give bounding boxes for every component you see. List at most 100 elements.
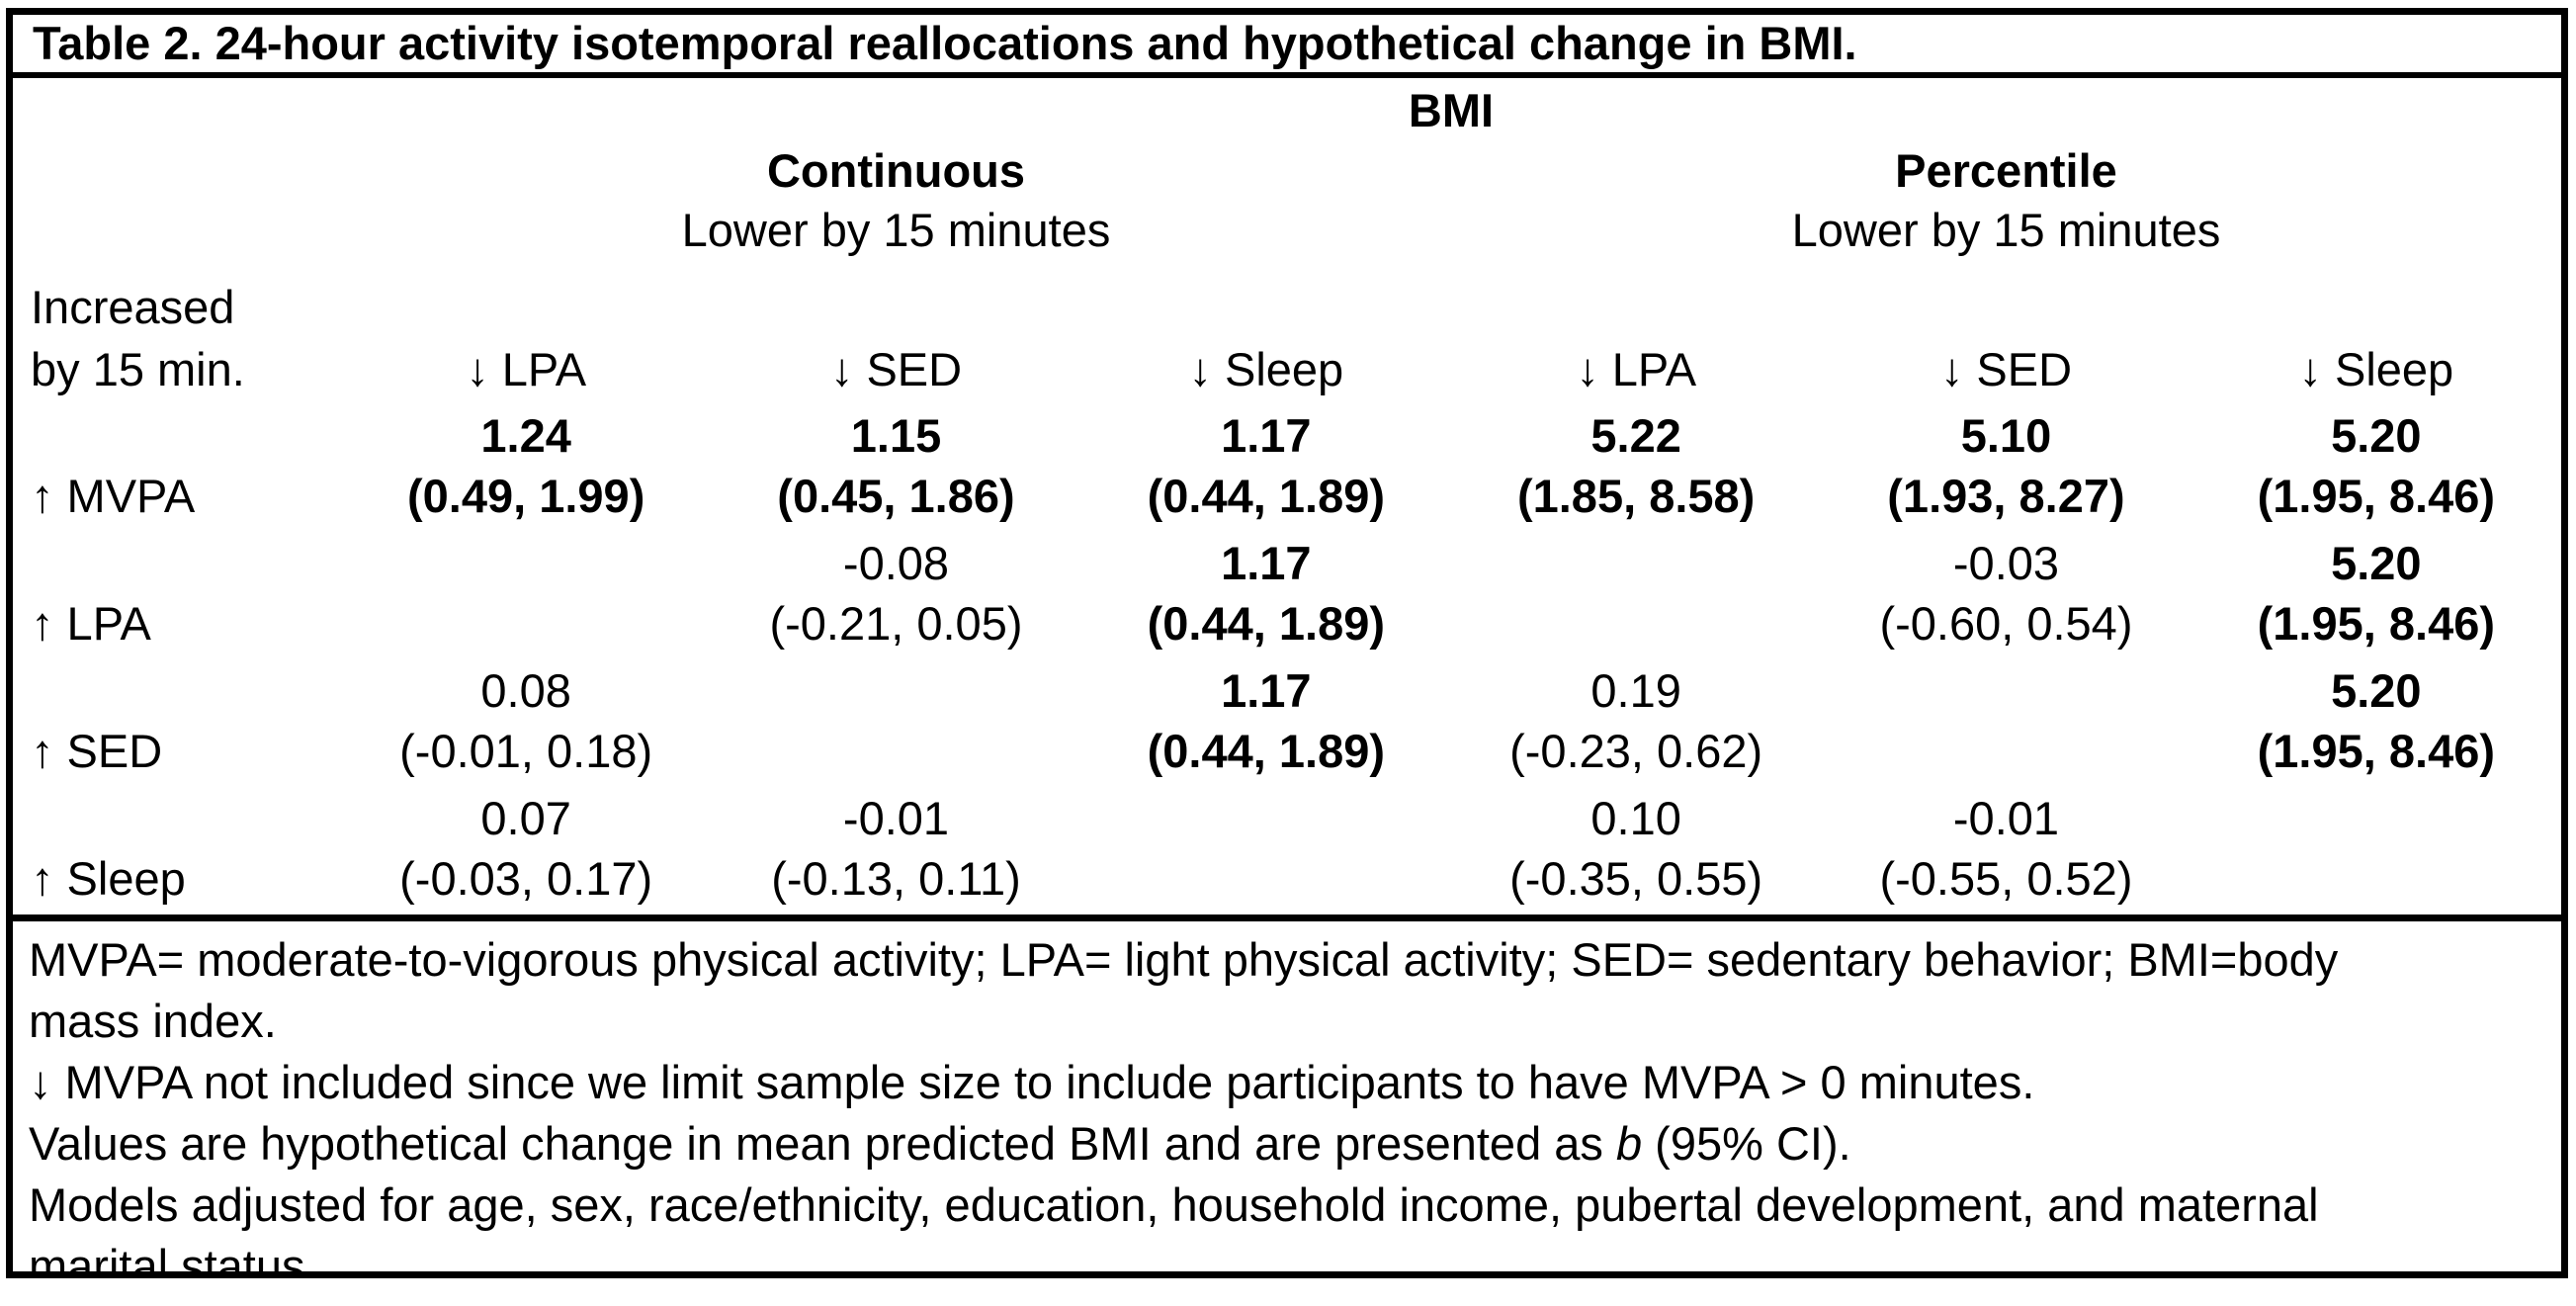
col-header-continuous-lpa: ↓ LPA [466, 343, 587, 395]
col-header-percentile-lpa: ↓ LPA [1576, 343, 1697, 395]
subgroup-continuous-lower: Lower by 15 minutes [681, 203, 1111, 256]
confidence-interval: (-0.03, 0.17) [399, 852, 653, 905]
spanner-row: BMI [13, 78, 2561, 141]
table-footnotes: MVPA= moderate-to-vigorous physical acti… [13, 914, 2561, 1278]
row-header-increased: Increased by 15 min. [13, 260, 341, 404]
data-row-sleep: ↑ Sleep 0.07 (-0.03, 0.17) -0.01 (-0.13,… [13, 787, 2561, 914]
estimate-value: 1.17 [1221, 409, 1312, 462]
estimate-value: 0.10 [1590, 792, 1681, 844]
cell-sleep-pct-lpa: 0.10 (-0.35, 0.55) [1451, 787, 1821, 914]
confidence-interval: (1.95, 8.46) [2257, 725, 2495, 777]
confidence-interval: (-0.35, 0.55) [1509, 852, 1763, 905]
cell-sleep-cont-sed: -0.01 (-0.13, 0.11) [711, 787, 1080, 914]
cell-sed-pct-sed [1821, 659, 2190, 787]
estimate-value: 0.07 [480, 792, 571, 844]
data-row-lpa: ↑ LPA -0.08 (-0.21, 0.05) 1.17 (0.44, 1.… [13, 532, 2561, 659]
cell-sed-pct-lpa: 0.19 (-0.23, 0.62) [1451, 659, 1821, 787]
cell-lpa-cont-lpa [341, 532, 711, 659]
footnote-mvpa-exclusion: ↓ MVPA not included since we limit sampl… [29, 1056, 2035, 1108]
cell-lpa-cont-sed: -0.08 (-0.21, 0.05) [711, 532, 1080, 659]
estimate-value: -0.03 [1952, 537, 2060, 589]
confidence-interval: (1.95, 8.46) [2257, 470, 2495, 522]
cell-sleep-cont-sleep [1081, 787, 1451, 914]
estimate-value: 5.20 [2331, 409, 2422, 462]
cell-mvpa-cont-sed: 1.15 (0.45, 1.86) [711, 404, 1080, 532]
estimate-value: 1.24 [480, 409, 571, 462]
estimate-value: 0.19 [1590, 664, 1681, 717]
row-label-sleep: ↑ Sleep [31, 852, 186, 905]
confidence-interval: (1.95, 8.46) [2257, 597, 2495, 650]
confidence-interval: (0.44, 1.89) [1147, 725, 1385, 777]
table-title: Table 2. 24-hour activity isotemporal re… [13, 15, 2561, 78]
estimate-value: 1.17 [1221, 537, 1312, 589]
cell-lpa-pct-sed: -0.03 (-0.60, 0.54) [1821, 532, 2190, 659]
estimate-value: 5.22 [1590, 409, 1681, 462]
row-label-mvpa: ↑ MVPA [31, 470, 196, 522]
col-header-continuous-sleep: ↓ Sleep [1188, 343, 1344, 395]
cell-sed-cont-lpa: 0.08 (-0.01, 0.18) [341, 659, 711, 787]
estimate-value: -0.08 [842, 537, 950, 589]
estimate-value: 5.20 [2331, 664, 2422, 717]
cell-lpa-cont-sleep: 1.17 (0.44, 1.89) [1081, 532, 1451, 659]
cell-sed-pct-sleep: 5.20 (1.95, 8.46) [2191, 659, 2561, 787]
confidence-interval: (-0.60, 0.54) [1879, 597, 2133, 650]
estimate-value: 5.20 [2331, 537, 2422, 589]
footnote-values-suffix: (95% CI). [1642, 1117, 1851, 1170]
cell-sed-cont-sed [711, 659, 1080, 787]
subgroup-header-row: Lower by 15 minutes Lower by 15 minutes [13, 199, 2561, 260]
footnote-model-adjustments-line2: marital status. [29, 1240, 318, 1278]
cell-sleep-pct-sed: -0.01 (-0.55, 0.52) [1821, 787, 2190, 914]
estimate-value: -0.01 [842, 792, 950, 844]
bmi-spanner-header: BMI [1408, 83, 1495, 136]
confidence-interval: (0.45, 1.86) [777, 470, 1015, 522]
col-header-percentile-sed: ↓ SED [1939, 343, 2073, 395]
estimate-value: 5.10 [1960, 409, 2052, 462]
data-row-mvpa: ↑ MVPA 1.24 (0.49, 1.99) 1.15 (0.45, 1.8… [13, 404, 2561, 532]
empty-cell [13, 199, 341, 260]
row-header-line2: by 15 min. [31, 343, 245, 395]
footnote-values-prefix: Values are hypothetical change in mean p… [29, 1117, 1616, 1170]
footnote-model-adjustments-line1: Models adjusted for age, sex, race/ethni… [29, 1178, 2319, 1231]
estimate-value: -0.01 [1952, 792, 2060, 844]
cell-sleep-pct-sleep [2191, 787, 2561, 914]
confidence-interval: (-0.13, 0.11) [771, 852, 1021, 905]
isotemporal-reallocation-table: BMI Continuous Percentile Lower by 15 mi… [13, 78, 2561, 914]
subgroup-percentile-lower: Lower by 15 minutes [1791, 203, 2221, 256]
cell-mvpa-cont-sleep: 1.17 (0.44, 1.89) [1081, 404, 1451, 532]
cell-mvpa-pct-sed: 5.10 (1.93, 8.27) [1821, 404, 2190, 532]
confidence-interval: (0.44, 1.89) [1147, 597, 1385, 650]
estimate-value: 0.08 [480, 664, 571, 717]
table-frame: Table 2. 24-hour activity isotemporal re… [6, 8, 2568, 1278]
cell-lpa-pct-sleep: 5.20 (1.95, 8.46) [2191, 532, 2561, 659]
estimate-value: 1.17 [1221, 664, 1312, 717]
data-row-sed: ↑ SED 0.08 (-0.01, 0.18) 1.17 (0.44, 1.8… [13, 659, 2561, 787]
cell-mvpa-pct-sleep: 5.20 (1.95, 8.46) [2191, 404, 2561, 532]
group-header-percentile: Percentile [1895, 143, 2117, 197]
estimate-value: 1.15 [850, 409, 942, 462]
cell-lpa-pct-lpa [1451, 532, 1821, 659]
group-header-continuous: Continuous [766, 143, 1026, 197]
confidence-interval: (1.93, 8.27) [1887, 470, 2125, 522]
footnote-abbreviations-line2: mass index. [29, 995, 277, 1047]
confidence-interval: (-0.01, 0.18) [399, 725, 653, 777]
footnote-abbreviations-line1: MVPA= moderate-to-vigorous physical acti… [29, 933, 2339, 986]
cell-sleep-cont-lpa: 0.07 (-0.03, 0.17) [341, 787, 711, 914]
row-header-line1: Increased [31, 281, 235, 333]
row-label-sed: ↑ SED [31, 725, 163, 777]
footnote-values-presentation: Values are hypothetical change in mean p… [29, 1113, 2551, 1175]
col-header-percentile-sleep: ↓ Sleep [2298, 343, 2454, 395]
confidence-interval: (-0.55, 0.52) [1879, 852, 2133, 905]
group-header-row: Continuous Percentile [13, 141, 2561, 199]
cell-mvpa-cont-lpa: 1.24 (0.49, 1.99) [341, 404, 711, 532]
cell-sed-cont-sleep: 1.17 (0.44, 1.89) [1081, 659, 1451, 787]
column-header-row: Increased by 15 min. ↓ LPA ↓ SED ↓ Sleep… [13, 260, 2561, 404]
confidence-interval: (-0.23, 0.62) [1509, 725, 1763, 777]
confidence-interval: (0.44, 1.89) [1147, 470, 1385, 522]
confidence-interval: (1.85, 8.58) [1516, 470, 1756, 522]
empty-cell [13, 141, 341, 199]
confidence-interval: (-0.21, 0.05) [769, 597, 1023, 650]
footnote-values-b-italic: b [1615, 1117, 1643, 1170]
confidence-interval: (0.49, 1.99) [406, 470, 645, 522]
col-header-continuous-sed: ↓ SED [829, 343, 963, 395]
